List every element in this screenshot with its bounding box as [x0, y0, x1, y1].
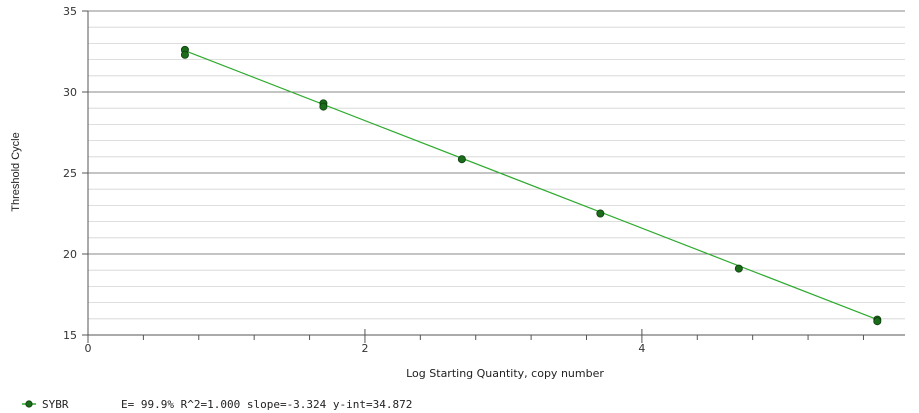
- data-points: [180, 45, 882, 326]
- y-tick-label: 30: [63, 86, 77, 99]
- y-tick-label: 35: [63, 5, 77, 18]
- data-point: [180, 50, 189, 59]
- tick-labels: 15 20 25 30 35 0 2 4: [63, 5, 645, 355]
- y-tick-label: 20: [63, 248, 77, 261]
- legend-statistics: E= 99.9% R^2=1.000 slope=-3.324 y-int=34…: [121, 398, 412, 411]
- x-tick-label: 2: [361, 342, 368, 355]
- data-point: [873, 317, 882, 326]
- y-tick-label: 25: [63, 167, 77, 180]
- fit-line-group: [184, 50, 878, 321]
- data-point: [319, 102, 328, 111]
- data-point: [596, 209, 605, 218]
- regression-line: [184, 50, 878, 321]
- gridlines: [88, 10, 905, 336]
- y-axis-label: Threshold Cycle: [10, 132, 22, 211]
- legend-marker-icon: [25, 400, 33, 408]
- x-tick-label: 4: [638, 342, 645, 355]
- data-point: [457, 155, 466, 164]
- y-tick-label: 15: [63, 329, 77, 342]
- data-point: [734, 264, 743, 273]
- x-tick-label: 0: [85, 342, 92, 355]
- tick-marks: [82, 10, 864, 343]
- legend-series-name: SYBR: [42, 398, 69, 411]
- legend: SYBR E= 99.9% R^2=1.000 slope=-3.324 y-i…: [22, 398, 412, 411]
- x-axis-label: Log Starting Quantity, copy number: [406, 367, 604, 380]
